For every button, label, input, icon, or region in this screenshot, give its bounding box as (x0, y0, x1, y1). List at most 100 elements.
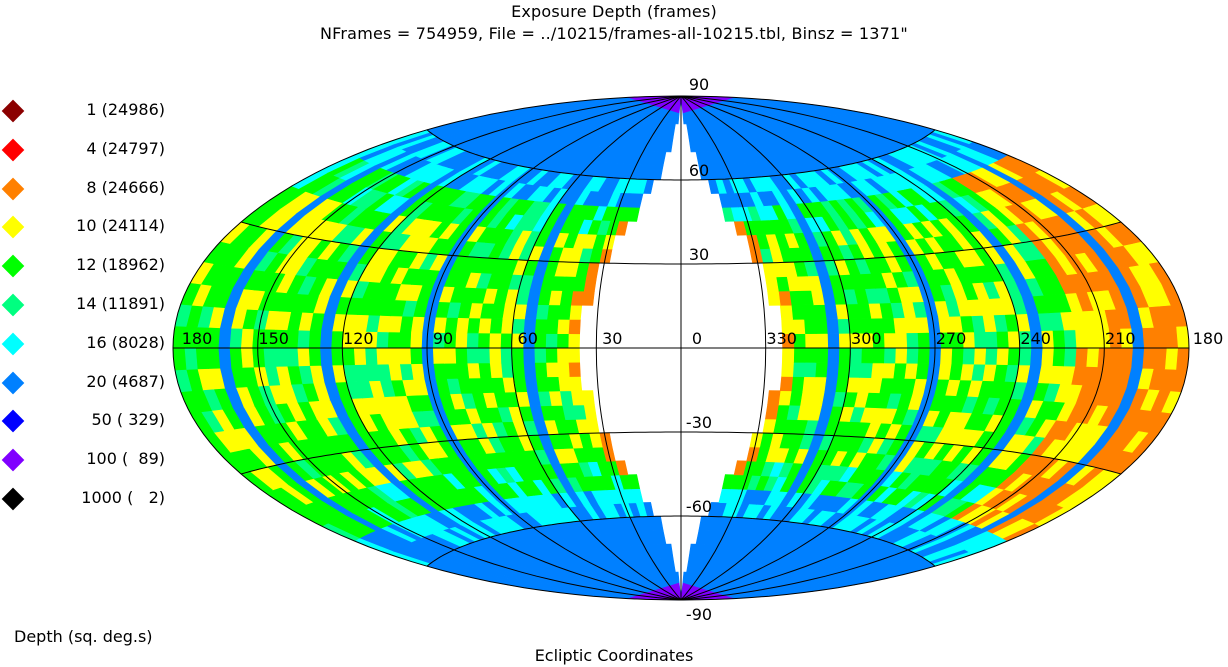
coverage-cell (319, 330, 333, 349)
coverage-cell (823, 376, 838, 393)
parallel (240, 431, 1122, 475)
coverage-cell (432, 347, 445, 364)
coverage-cell (1029, 347, 1043, 366)
coverage-cell (995, 347, 1009, 366)
coverage-cell (1052, 347, 1066, 367)
coverage-cell (903, 362, 918, 379)
coverage-cell (387, 347, 400, 365)
legend-title: Depth (sq. deg.s) (14, 627, 153, 646)
coverage-cell (721, 474, 735, 490)
legend-label: 8 (24666) (71, 177, 165, 197)
coverage-cell (781, 347, 795, 363)
coverage-cell (466, 317, 481, 334)
legend-label: 14 (11891) (66, 294, 165, 313)
coverage-cell (793, 347, 806, 363)
coverage-cell (917, 332, 930, 349)
coverage-cell (984, 331, 998, 349)
legend-item: 16 (8028) (0, 331, 180, 361)
coverage-cell (765, 276, 779, 292)
coverage-cell (827, 347, 840, 363)
coverage-cell (296, 329, 310, 349)
coverage-cell (973, 331, 987, 349)
legend-label: 4 (24797) (71, 138, 165, 158)
parallel (426, 515, 936, 567)
latitude-tick-label: -90 (686, 605, 712, 624)
coverage-cell (872, 347, 885, 364)
parallel (426, 129, 936, 181)
legend-item: 12 (18962) (0, 253, 180, 283)
coverage-cell (274, 347, 288, 367)
chart-title: Exposure Depth (frames) (511, 2, 717, 21)
chart-subtitle: NFrames = 754959, File = ../10215/frames… (320, 24, 908, 43)
coverage-cell (859, 362, 873, 379)
coverage-cell (477, 362, 492, 379)
coverage-cell (217, 347, 232, 369)
coverage-cell (523, 362, 537, 378)
coverage-cell (894, 332, 908, 349)
coverage-cell (1164, 347, 1179, 370)
coverage-cell (838, 332, 851, 349)
longitude-tick-label: 0 (692, 329, 702, 348)
coverage-cell (803, 318, 817, 335)
coverage-cell (546, 304, 561, 320)
coverage-cell (803, 361, 817, 378)
longitude-tick-label: 330 (766, 329, 797, 348)
longitude-tick-label: 210 (1105, 329, 1136, 348)
coverage-cell (905, 347, 919, 364)
legend-label: 1000 ( 2) (81, 488, 165, 507)
coverage-cell (1007, 330, 1021, 349)
coverage-cell (567, 333, 581, 349)
coverage-cell (1018, 347, 1032, 366)
coverage-cell (500, 332, 513, 349)
coverage-cell (767, 290, 781, 306)
coverage-cell (444, 362, 459, 379)
coverage-cell (308, 330, 322, 349)
coverage-cell (1085, 347, 1100, 368)
coverage-cell (778, 390, 792, 406)
coverage-cell (556, 318, 570, 335)
coverage-cell (183, 347, 198, 370)
coverage-cell (1040, 347, 1054, 366)
coverage-cell (567, 347, 581, 363)
coverage-cell (330, 347, 344, 366)
coverage-cell (779, 376, 794, 392)
latitude-tick-label: -60 (686, 497, 712, 516)
coverage-cell (375, 347, 389, 365)
coverage-cell (581, 390, 595, 406)
coverage-cell (939, 347, 953, 365)
coverage-cell (815, 347, 829, 363)
coverage-cell (568, 361, 581, 377)
coverage-cell (1119, 347, 1133, 369)
coverage-cell (827, 333, 840, 349)
coverage-cell (533, 347, 547, 363)
legend-item: 20 (4687) (0, 370, 180, 400)
longitude-tick-label: 180 (1193, 329, 1224, 348)
coverage-cell (443, 347, 457, 364)
coverage-cell (881, 317, 896, 334)
coverage-cell (801, 304, 816, 320)
coverage-cell (838, 347, 851, 364)
legend-label: 1 (24986) (71, 100, 165, 119)
coverage-cell (1063, 329, 1077, 349)
coverage-cell (779, 304, 794, 320)
coverage-cell (409, 347, 423, 365)
legend-item: 1 (24986) (0, 98, 180, 128)
coverage-cell (341, 347, 355, 366)
legend-item: 50 ( 329) (0, 408, 180, 438)
coverage-cell (812, 376, 827, 392)
legend-item: 10 (24114) (0, 214, 180, 244)
longitude-tick-label: 120 (343, 329, 374, 348)
longitude-tick-label: 240 (1020, 329, 1051, 348)
coverage-cell (778, 290, 792, 306)
legend-label: 16 (8028) (76, 332, 165, 352)
coverage-cell (781, 361, 794, 377)
coverage-cell (285, 347, 299, 367)
coverage-cell (319, 347, 333, 366)
parallel (240, 221, 1122, 265)
coverage-cell (488, 332, 502, 349)
coverage-cell (262, 347, 277, 368)
coverage-cell (511, 347, 524, 364)
coverage-cell (556, 347, 569, 363)
coverage-cell (812, 304, 827, 320)
coverage-cell (489, 362, 503, 379)
